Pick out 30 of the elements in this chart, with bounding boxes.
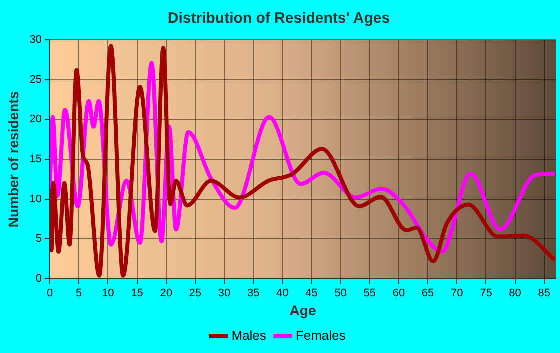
x-tick-label: 45: [306, 288, 318, 300]
x-tick-label: 35: [247, 288, 260, 300]
y-tick-label: 15: [30, 154, 42, 166]
x-tick-label: 40: [276, 288, 289, 300]
legend-label: Females: [296, 328, 346, 344]
x-tick-label: 65: [422, 288, 434, 300]
x-tick-label: 20: [160, 288, 172, 300]
x-tick-label: 75: [480, 288, 492, 300]
y-axis-title: Number of residents: [5, 91, 22, 228]
legend-label: Males: [232, 328, 267, 344]
x-tick-label: 85: [538, 288, 550, 300]
x-tick-label: 70: [451, 288, 464, 300]
x-tick-label: 15: [131, 288, 144, 300]
x-tick-label: 30: [218, 288, 231, 300]
y-tick-label: 25: [30, 74, 42, 86]
x-tick-label: 50: [334, 288, 347, 300]
x-tick-label: 25: [189, 288, 202, 300]
chart-title: Distribution of Residents' Ages: [168, 10, 390, 28]
x-tick-label: 5: [76, 288, 82, 300]
y-tick-label: 5: [36, 233, 42, 246]
y-tick-label: 30: [30, 34, 42, 46]
x-tick-label: 80: [509, 288, 522, 300]
y-tick-label: 0: [36, 273, 42, 286]
x-tick-label: 0: [46, 288, 54, 300]
y-tick-label: 10: [30, 193, 42, 206]
x-axis-title: Age: [290, 302, 316, 318]
x-tick-label: 55: [364, 288, 376, 300]
x-tick-label: 10: [102, 288, 114, 300]
x-tick-label: 60: [392, 288, 406, 300]
y-tick-label: 20: [30, 114, 42, 126]
